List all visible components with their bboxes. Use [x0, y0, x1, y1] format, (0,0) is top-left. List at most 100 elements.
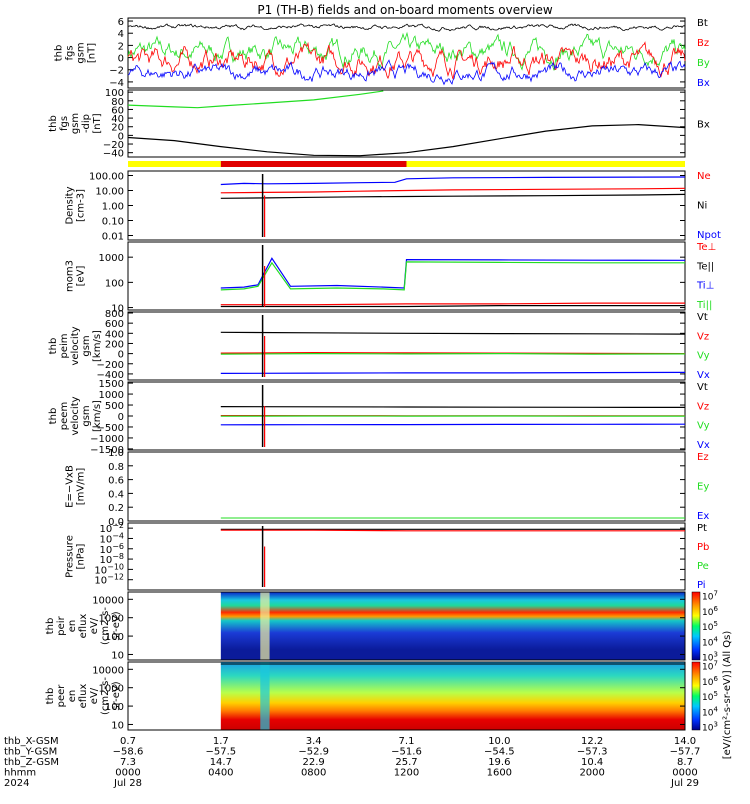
x-axis-value: 3.4 — [306, 736, 322, 747]
y-axis-label: [km/s] — [92, 400, 103, 432]
trace-bgreen — [128, 33, 685, 70]
y-axis-label: fgs — [65, 45, 76, 60]
mode-bar-segment — [128, 161, 221, 167]
colorbar-label: [eV/(cm²-s-sr-eV)] (All Qs) — [722, 631, 733, 760]
series-Te⊥ — [221, 303, 685, 305]
heatmap-gap — [260, 662, 269, 730]
x-axis-value: 2000 — [579, 768, 604, 779]
x-axis-value: Jul 28 — [113, 778, 142, 789]
y-axis-label: -dip — [81, 114, 92, 133]
colorbar-tick-exponent: 4 — [713, 705, 718, 713]
y-tick-label: 1000 — [99, 390, 124, 401]
y-axis-label: peim — [59, 333, 70, 358]
x-axis-value: 0.7 — [120, 736, 136, 747]
panel-3: 100.0010.001.000.100.01Density[cm-3]NeNi… — [65, 171, 721, 242]
y-axis-label: eflux — [78, 614, 89, 639]
y-tick-exponent: −8 — [112, 552, 124, 561]
y-axis-label: en — [67, 620, 78, 633]
x-axis-value: 12.2 — [581, 736, 603, 747]
y-axis-label: E=−VxB — [65, 465, 76, 508]
y-axis-label: Pressure — [65, 535, 76, 578]
x-axis-row-label: hhmm — [4, 768, 36, 779]
y-axis-label: thb — [48, 115, 59, 132]
y-tick-label: 10−12 — [94, 573, 124, 587]
panel-frame — [128, 242, 685, 310]
y-tick-label: 0.2 — [108, 503, 124, 514]
mode-bar-segment — [221, 161, 407, 167]
y-tick-exponent: −4 — [112, 531, 124, 540]
legend-entry: Pe — [697, 561, 709, 572]
y-axis-label: mom3 — [65, 260, 76, 292]
plot-title: P1 (TH-B) fields and on-board moments ov… — [257, 3, 553, 17]
x-axis-value: Jul 29 — [670, 778, 699, 789]
x-axis-value: −57.7 — [670, 747, 701, 758]
y-tick-label: 4 — [118, 29, 124, 40]
y-axis-label: [cm-3] — [76, 189, 87, 222]
x-axis-value: 0400 — [208, 768, 233, 779]
y-tick-label: 100.00 — [89, 172, 124, 183]
legend-entry: By — [697, 58, 710, 69]
x-axis-value: 8.7 — [677, 757, 693, 768]
x-axis-value: 0000 — [115, 768, 140, 779]
legend-entry: Npot — [697, 230, 721, 241]
legend-entry: Pt — [697, 523, 707, 534]
colorbar-tick-exponent: 3 — [713, 721, 717, 729]
legend-entry: Ti⊥ — [696, 281, 714, 292]
legend-entry: Ti|| — [696, 300, 712, 311]
y-axis-label: Density — [65, 186, 76, 224]
series-Vx — [221, 424, 685, 425]
y-axis-label: thb — [48, 408, 59, 425]
series-Npot — [221, 177, 685, 185]
trace-bblack — [128, 24, 685, 32]
y-axis-label: gsm — [81, 335, 92, 356]
y-axis-label: gsm — [81, 405, 92, 426]
colorbar-tick-exponent: 4 — [713, 635, 718, 643]
y-axis-label: peer — [56, 684, 67, 708]
colorbar-tick-label: 104 — [702, 705, 718, 718]
series-Vx — [221, 372, 685, 373]
y-axis-label: gsm — [76, 42, 87, 63]
y-axis-label: peem — [59, 402, 70, 430]
y-tick-label: 1500 — [99, 379, 124, 390]
colorbar-tick-label: 105 — [702, 690, 718, 703]
colorbar-tick-label: 105 — [702, 620, 718, 633]
panel-frame — [128, 18, 685, 88]
x-axis-value: −57.3 — [577, 747, 608, 758]
y-tick-label: 0.01 — [102, 231, 124, 242]
colorbar-tick-label: 103 — [702, 721, 718, 734]
y-tick-label: 10000 — [92, 665, 124, 676]
y-tick-label: 100 — [105, 278, 124, 289]
legend-entry: Vz — [697, 331, 709, 342]
colorbar-tick-exponent: 5 — [713, 690, 717, 698]
colorbar — [692, 662, 700, 730]
y-axis-label: en — [67, 690, 78, 703]
y-axis-label: [nT] — [92, 113, 103, 133]
heatmap-gap — [260, 592, 269, 660]
legend-entry: Vx — [697, 370, 710, 381]
x-axis-value: −58.6 — [113, 747, 144, 758]
x-axis-value: 10.0 — [488, 736, 510, 747]
colorbar-tick-exponent: 6 — [713, 675, 718, 683]
colorbar-tick-exponent: 5 — [713, 620, 717, 628]
y-tick-label: −40 — [103, 149, 124, 160]
x-axis-value: 1.7 — [213, 736, 229, 747]
series-Bx — [128, 125, 685, 156]
legend-entry: Vt — [697, 382, 708, 393]
legend-entry: Bz — [697, 38, 709, 49]
legend-entry: Pb — [697, 542, 709, 553]
colorbar-tick-label: 106 — [702, 675, 718, 688]
y-axis-label: [km/s] — [92, 330, 103, 362]
y-tick-exponent: −10 — [107, 562, 124, 571]
x-axis-value: −51.6 — [391, 747, 422, 758]
legend-entry: Bx — [697, 78, 710, 89]
y-axis-label: velocity — [70, 326, 81, 365]
series-Pb — [221, 530, 685, 531]
x-axis-block: thb_X-GSMthb_Y-GSMthb_Z-GSMhhmm20240.7−5… — [4, 736, 700, 789]
x-axis-value: 19.6 — [488, 757, 510, 768]
x-axis-row-label: thb_X-GSM — [4, 736, 59, 747]
